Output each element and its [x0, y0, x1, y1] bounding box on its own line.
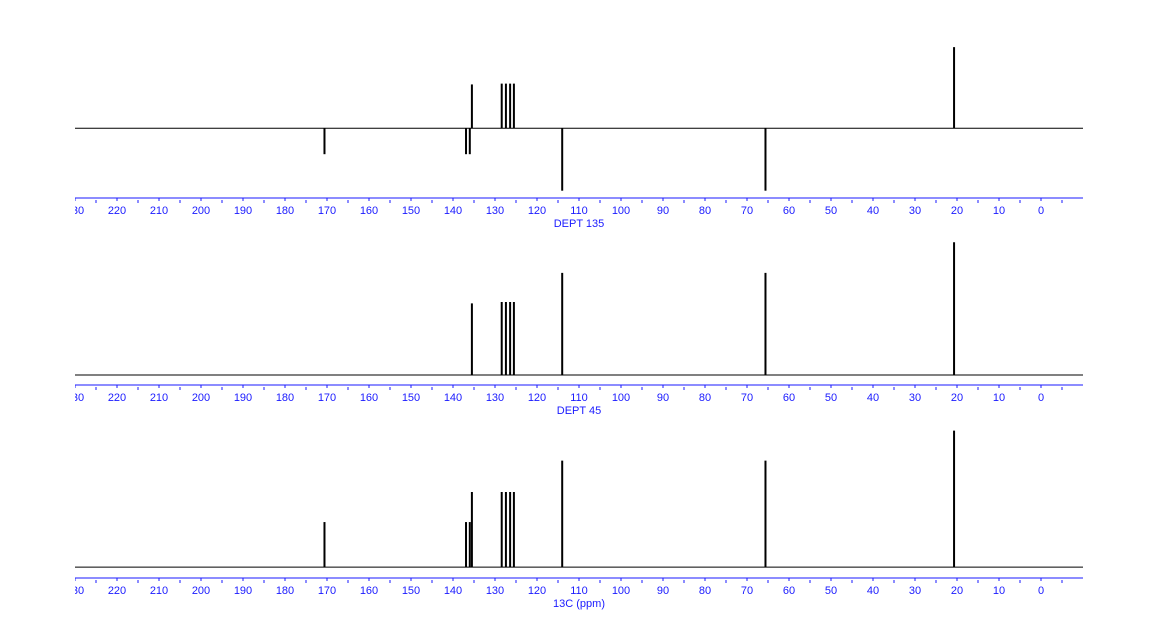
x-tick-label: 120: [528, 585, 546, 597]
x-tick-label: 100: [612, 205, 630, 217]
x-tick-label: 80: [699, 585, 711, 597]
x-tick-label: 230: [66, 205, 84, 217]
x-tick-label: 90: [657, 585, 669, 597]
x-tick-label: 50: [825, 585, 837, 597]
x-tick-label: 220: [108, 205, 126, 217]
x-tick-label: 180: [276, 392, 294, 404]
x-tick-label: 210: [150, 205, 168, 217]
x-tick-label: 190: [234, 392, 252, 404]
x-tick-label: 20: [951, 205, 963, 217]
x-tick-label: 10: [993, 585, 1005, 597]
x-axis-label: DEPT 135: [554, 218, 605, 230]
x-axis-label: DEPT 45: [557, 405, 601, 417]
x-tick-label: 10: [993, 205, 1005, 217]
x-tick-label: 0: [1038, 205, 1044, 217]
x-tick-label: 80: [699, 205, 711, 217]
x-tick-label: 230: [66, 392, 84, 404]
x-tick-label: 130: [486, 205, 504, 217]
x-tick-label: 180: [276, 585, 294, 597]
x-tick-label: 40: [867, 392, 879, 404]
x-tick-label: 70: [741, 205, 753, 217]
x-tick-label: 100: [612, 585, 630, 597]
x-tick-label: 160: [360, 392, 378, 404]
x-tick-label: 120: [528, 392, 546, 404]
x-tick-label: 0: [1038, 392, 1044, 404]
x-tick-label: 180: [276, 205, 294, 217]
x-tick-label: 40: [867, 205, 879, 217]
x-tick-label: 210: [150, 392, 168, 404]
x-tick-label: 90: [657, 205, 669, 217]
x-tick-label: 210: [150, 585, 168, 597]
plot-area: 230 220 210 200 190 180 170 160 150 140 130 120 110 1…: [66, 47, 1083, 610]
x-tick-label: 30: [909, 392, 921, 404]
x-tick-label: 70: [741, 392, 753, 404]
x-tick-label: 170: [318, 392, 336, 404]
x-tick-label: 140: [444, 585, 462, 597]
x-tick-label: 230: [66, 585, 84, 597]
x-tick-label: 30: [909, 205, 921, 217]
x-axis-label: 13C (ppm): [553, 598, 605, 610]
x-tick-label: 160: [360, 205, 378, 217]
x-tick-label: 200: [192, 585, 210, 597]
x-tick-label: 110: [570, 205, 588, 217]
x-tick-label: 170: [318, 205, 336, 217]
x-tick-label: 160: [360, 585, 378, 597]
x-tick-label: 90: [657, 392, 669, 404]
x-tick-label: 140: [444, 205, 462, 217]
x-tick-label: 130: [486, 585, 504, 597]
x-tick-label: 60: [783, 205, 795, 217]
x-tick-label: 190: [234, 585, 252, 597]
x-tick-label: 50: [825, 392, 837, 404]
x-tick-label: 220: [108, 392, 126, 404]
x-tick-label: 200: [192, 205, 210, 217]
x-tick-label: 110: [570, 392, 588, 404]
x-tick-label: 110: [570, 585, 588, 597]
x-tick-label: 10: [993, 392, 1005, 404]
x-tick-label: 170: [318, 585, 336, 597]
x-tick-label: 70: [741, 585, 753, 597]
x-tick-label: 80: [699, 392, 711, 404]
x-tick-label: 60: [783, 392, 795, 404]
x-tick-label: 40: [867, 585, 879, 597]
x-tick-label: 50: [825, 205, 837, 217]
x-tick-label: 0: [1038, 585, 1044, 597]
x-tick-label: 150: [402, 205, 420, 217]
x-tick-label: 150: [402, 585, 420, 597]
x-tick-label: 140: [444, 392, 462, 404]
x-tick-label: 220: [108, 585, 126, 597]
x-tick-label: 60: [783, 585, 795, 597]
x-tick-label: 30: [909, 585, 921, 597]
x-tick-label: 190: [234, 205, 252, 217]
x-tick-label: 120: [528, 205, 546, 217]
x-tick-label: 200: [192, 392, 210, 404]
x-tick-label: 20: [951, 392, 963, 404]
x-tick-label: 20: [951, 585, 963, 597]
x-tick-label: 130: [486, 392, 504, 404]
x-tick-label: 100: [612, 392, 630, 404]
x-tick-label: 150: [402, 392, 420, 404]
